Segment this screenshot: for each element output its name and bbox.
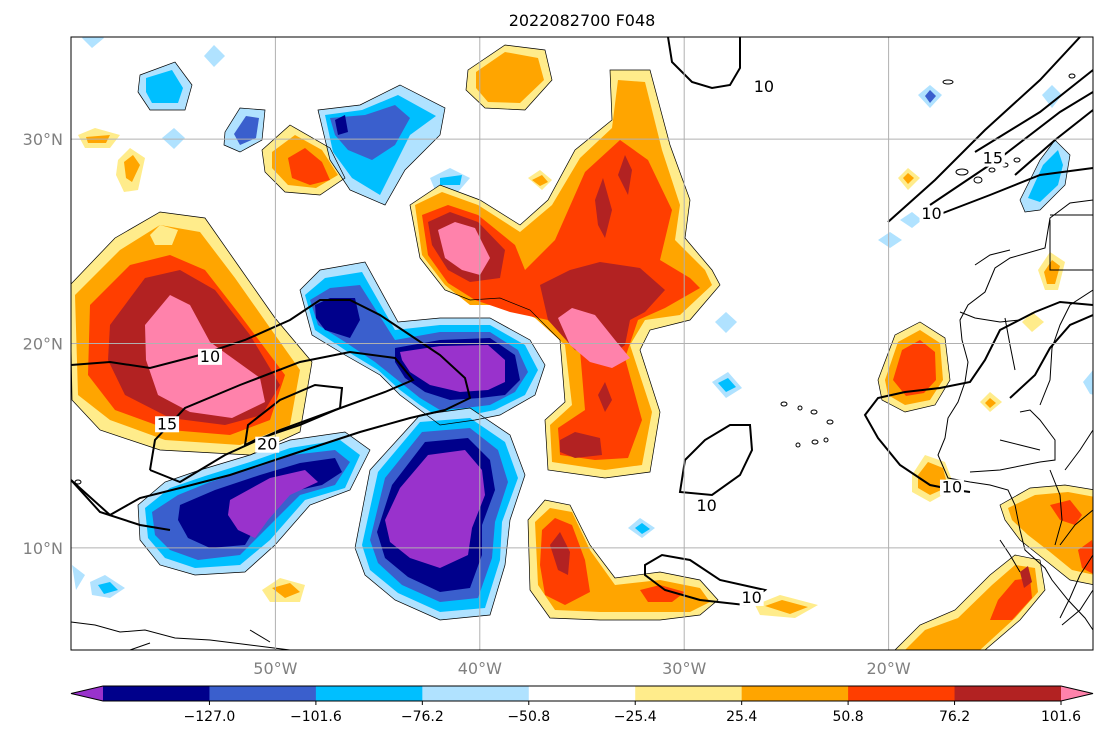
colorbar-outline [70, 685, 1094, 702]
colorbar-tick-label-0: −127.0 [184, 709, 236, 725]
figure-title: 2022082700 F048 [509, 11, 656, 30]
contour-label-bg [197, 348, 222, 365]
colorbar-segment-6 [741, 686, 849, 701]
colorbar-tick-label-5: 25.4 [726, 709, 757, 725]
colorbar-tick-label-1: −101.6 [290, 709, 342, 725]
contour-label-0: 10 [197, 347, 222, 366]
lat-tick-label-1: 20°N [23, 335, 63, 354]
gridlines [71, 37, 1093, 650]
contour-label-bg [694, 498, 719, 515]
lon-tick-label-0: 50°W [253, 659, 297, 678]
lon-tick-label-3: 20°W [867, 659, 911, 678]
colorbar: −127.0 −101.6 −76.2 −50.8 −25.4 25.4 50.8 76.2 1… [70, 685, 1094, 725]
small-features-northwest [78, 37, 265, 245]
colorbar-segment-5 [635, 686, 743, 701]
contour-label-bg [980, 150, 1005, 167]
anomaly-region-north-negative [318, 85, 470, 205]
colorbar-tick-label-7: 76.2 [939, 709, 970, 725]
lon-tick-label-1: 40°W [458, 659, 502, 678]
colorbar-tick-label-3: −50.8 [507, 709, 550, 725]
small-feature-orange-top [466, 45, 552, 110]
colorbar-segment-7 [848, 686, 956, 701]
contour-label-bg [919, 205, 944, 222]
colorbar-tick-label-6: 50.8 [833, 709, 864, 725]
contour-label-text: 20 [257, 435, 277, 454]
contour-10-west-south [71, 479, 171, 531]
contour-label-1: 15 [155, 414, 180, 433]
contour-10-northeast [887, 37, 1081, 223]
anomaly-region-south-positive [72, 500, 818, 620]
contour-label-7: 10 [739, 588, 764, 607]
contour-label-text: 10 [942, 478, 962, 497]
colorbar-segment-4 [528, 686, 636, 701]
contour-label-bg [939, 479, 964, 496]
lat-tick-label-0: 30°N [23, 130, 63, 149]
colorbar-tick-label-4: −25.4 [614, 709, 657, 725]
contour-label-text: 10 [921, 204, 941, 223]
colorbar-segment-2 [315, 686, 423, 701]
colorbar-segment-8 [954, 686, 1062, 701]
colorbar-extend-low [71, 686, 103, 701]
anomaly-region-south-negative [355, 408, 525, 620]
contour-20-west [243, 383, 344, 447]
contour-label-6: 10 [694, 496, 719, 515]
contour-label-text: 10 [697, 496, 717, 515]
anomaly-region-southwest-negative [138, 432, 370, 575]
contour-10-east [863, 300, 1093, 493]
contour-labels: 10 15 20 10 15 10 10 10 10 [155, 77, 1005, 607]
colorbar-segment-3 [422, 686, 530, 701]
contour-label-bg [255, 436, 280, 453]
contour-10-west [71, 299, 472, 517]
contour-label-bg [155, 416, 180, 433]
axis-labels: 50°W 40°W 30°W 20°W 30°N 20°N 10°N [23, 130, 911, 678]
lat-tick-label-2: 10°N [23, 539, 63, 558]
contour-label-text: 10 [741, 588, 761, 607]
contour-15-west [149, 350, 415, 484]
colorbar-tick-label-2: −76.2 [401, 709, 444, 725]
colorbar-tick-label-8: 101.6 [1041, 709, 1081, 725]
contour-label-text: 15 [983, 149, 1003, 168]
contour-10-northeast-b [929, 167, 1093, 219]
contour-label-text: 10 [754, 77, 774, 96]
contour-10-north [667, 37, 741, 90]
lon-tick-label-2: 30°W [662, 659, 706, 678]
contour-label-text: 15 [157, 414, 177, 433]
contour-15-northeast [929, 91, 1093, 206]
map-frame [70, 36, 1094, 651]
contour-10-central [678, 424, 754, 497]
contour-label-bg [751, 79, 776, 96]
contour-label-4: 15 [980, 149, 1005, 168]
anomaly-region-central-positive [410, 70, 720, 478]
colorbar-segment-1 [209, 686, 317, 701]
islands [74, 73, 1076, 485]
contour-label-3: 10 [751, 77, 776, 96]
small-feature-orange-north [262, 125, 345, 195]
contour-label-2: 20 [255, 435, 280, 454]
contour-label-bg [739, 589, 764, 606]
colorbar-segment-0 [103, 686, 210, 701]
contour-label-8: 10 [939, 478, 964, 497]
thin-contour-outlines [71, 44, 1093, 650]
contour-label-text: 10 [200, 347, 220, 366]
contour-label-5: 10 [919, 204, 944, 223]
colorbar-extend-high [1061, 686, 1093, 701]
map-panel: 10 15 20 10 15 10 10 10 10 [70, 36, 1094, 651]
contour-10-east-b [1009, 314, 1093, 399]
